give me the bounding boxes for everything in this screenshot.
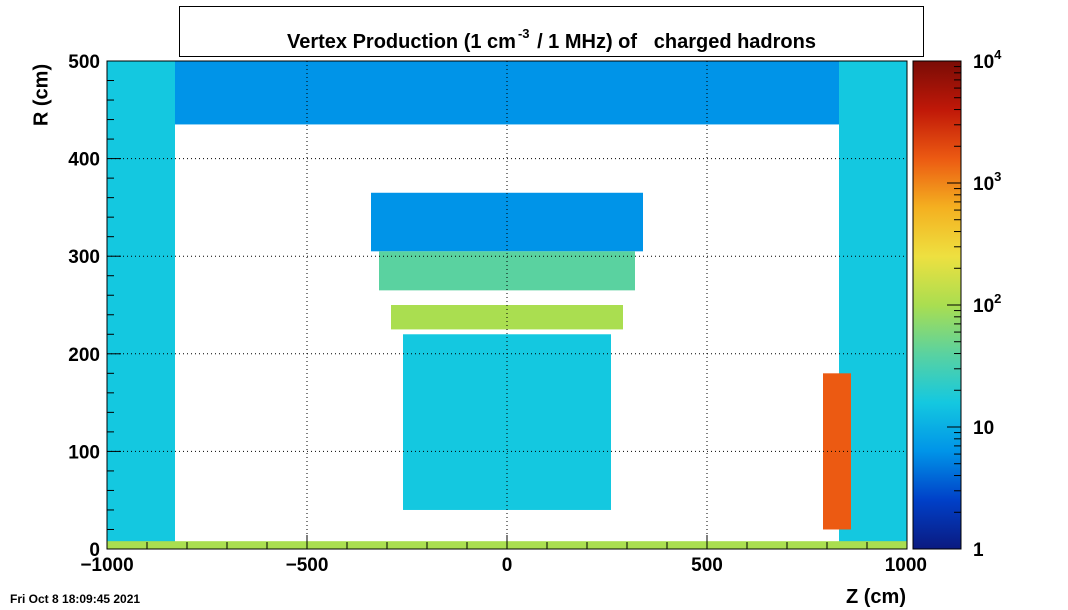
x-tick-label: −1000 (80, 555, 133, 576)
colorbar-label: 102 (973, 291, 1001, 317)
title-suffix: / 1 MHz) of charged hadrons (531, 31, 816, 53)
x-tick-label: 0 (502, 555, 513, 576)
heatmap-cells (107, 61, 907, 549)
x-axis-label: Z (cm) (846, 586, 906, 608)
x-axis: −1000 −500 0 500 1000 (80, 535, 927, 576)
y-tick-label: 300 (68, 247, 100, 268)
y-tick-label: 100 (68, 442, 100, 463)
grid-lines (107, 61, 907, 549)
title-prefix: Vertex Production (1 cm (286, 31, 516, 53)
chart-title: Vertex Production (1 cm -3 / 1 MHz) of ch… (180, 26, 923, 54)
colorbar-label: 1 (973, 540, 984, 561)
x-tick-label: 500 (691, 555, 723, 576)
title-exponent: -3 (517, 26, 530, 41)
y-tick-label: 0 (89, 540, 100, 561)
y-tick-label: 400 (68, 150, 100, 171)
heatmap-region-inner-frame (403, 334, 611, 510)
title-box: Vertex Production (1 cm -3 / 1 MHz) of ch… (179, 6, 924, 57)
colorbar-axis: 1 10 102 103 104 (947, 47, 1002, 561)
colorbar-label: 104 (973, 47, 1002, 73)
x-tick-label: 1000 (885, 555, 927, 576)
heatmap-region-top-band (175, 61, 839, 125)
heatmap-region-barrel-outer-left (107, 61, 175, 549)
timestamp: Fri Oct 8 18:09:45 2021 (10, 592, 141, 606)
x-tick-label: −500 (286, 555, 329, 576)
y-axis: 0 100 200 300 400 500 (68, 52, 121, 561)
y-tick-label: 500 (68, 52, 100, 73)
colorbar-label: 103 (973, 169, 1001, 195)
colorbar-label: 10 (973, 418, 994, 439)
y-tick-label: 200 (68, 345, 100, 366)
